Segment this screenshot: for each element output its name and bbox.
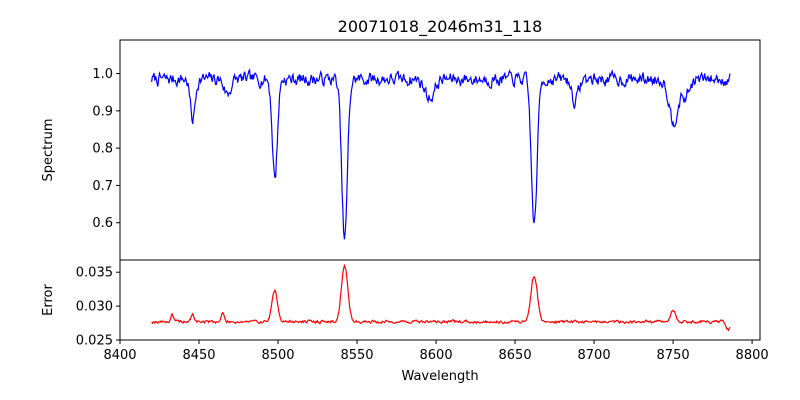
error-axes-frame [119, 259, 761, 341]
error-panel-y-tick-label: 0.025 [76, 334, 113, 349]
spectrum-panel-y-tick-label: 0.8 [92, 142, 113, 157]
spectrum-panel-y-tick-label: 0.9 [92, 104, 113, 119]
chart-title: 20071018_2046m31_118 [338, 17, 543, 37]
error-y-ticks: 0.025 0.030 0.035 [76, 266, 120, 349]
x-tick-label: 8800 [736, 348, 769, 363]
spectrum-panel-y-tick-label: 0.7 [92, 179, 113, 194]
spectrum-panel-y-tick-label: 1.0 [92, 67, 113, 82]
error-panel-line [151, 263, 731, 332]
error-panel-y-tick-label: 0.035 [76, 266, 113, 281]
x-tick-label: 8600 [420, 348, 453, 363]
error-y-axis-label: Error [41, 284, 56, 316]
x-tick-label: 8650 [499, 348, 532, 363]
spectrum-panel-line [151, 68, 731, 240]
spectrum-axes-frame [119, 39, 761, 261]
error-series [151, 263, 731, 332]
x-tick-label: 8750 [657, 348, 690, 363]
spectrum-y-axis-label: Spectrum [41, 119, 56, 182]
x-tick-label: 8550 [340, 348, 373, 363]
error-panel-y-tick-label: 0.030 [76, 300, 113, 315]
x-tick-label: 8500 [261, 348, 294, 363]
spectrum-y-ticks: 0.6 0.7 0.8 0.9 1.0 [92, 67, 120, 231]
x-ticks: 8400 8450 8500 8550 8600 8650 8700 8750 8800 [103, 340, 769, 363]
x-tick-label: 8700 [578, 348, 611, 363]
x-tick-label: 8450 [182, 348, 215, 363]
spectrum-panel: 0.6 0.7 0.8 0.9 1.0 Spectrum [41, 39, 761, 261]
x-axis-label: Wavelength [401, 369, 478, 384]
spectrum-series [151, 68, 731, 240]
error-panel: 0.025 0.030 0.035 Error [41, 259, 761, 349]
spectrum-panel-y-tick-label: 0.6 [92, 216, 113, 231]
x-tick-label: 8400 [103, 348, 136, 363]
